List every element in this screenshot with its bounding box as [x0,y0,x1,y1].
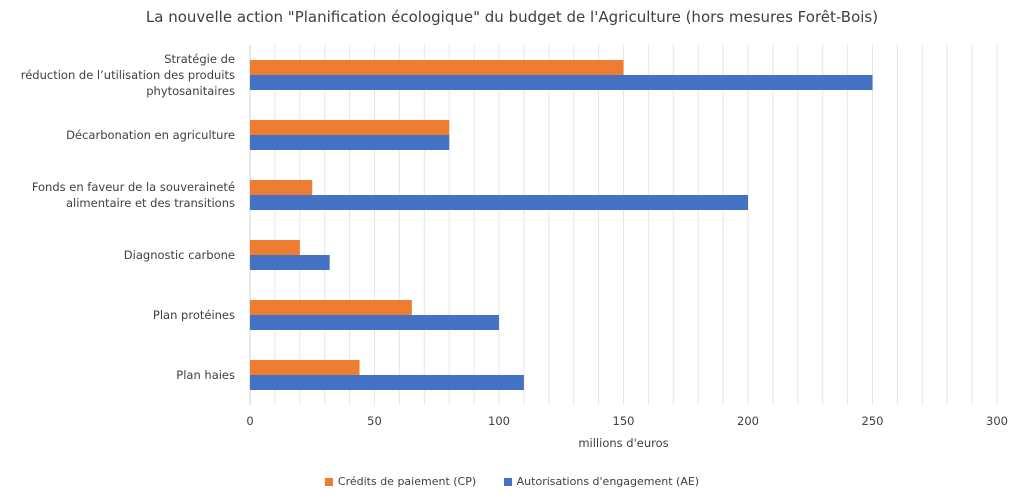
category-label: réduction de l’utilisation des produits [21,68,235,82]
category-label: Fonds en faveur de la souveraineté [32,180,235,194]
x-tick-label: 300 [986,414,1008,428]
bar-cp [250,240,300,255]
category-label: Décarbonation en agriculture [66,128,235,142]
x-tick-label: 100 [488,414,510,428]
bar-ae [250,375,524,390]
bar-ae [250,75,873,90]
x-tick-label: 150 [613,414,635,428]
x-tick-label: 200 [737,414,759,428]
category-label: Plan protéines [153,308,235,322]
category-label: Stratégie de [164,52,235,66]
bar-ae [250,195,748,210]
category-label: alimentaire et des transitions [66,196,235,210]
bar-cp [250,120,450,135]
x-tick-label: 0 [246,414,253,428]
legend-label-ae: Autorisations d'engagement (AE) [516,475,700,488]
category-label: phytosanitaires [146,84,235,98]
category-label: Diagnostic carbone [124,248,235,262]
legend-item-cp: Crédits de paiement (CP) [324,475,477,488]
x-axis-title: millions d'euros [578,436,668,450]
category-label: Plan haies [176,368,235,382]
x-tick-label: 250 [862,414,884,428]
legend-swatch-cp [324,477,333,486]
x-tick-label: 50 [367,414,382,428]
bar-cp [250,180,313,195]
chart-title: La nouvelle action "Planification écolog… [145,8,879,26]
bar-cp [250,300,412,315]
legend-item-ae: Autorisations d'engagement (AE) [503,475,700,488]
bar-ae [250,315,499,330]
bar-cp [250,60,624,75]
bar-ae [250,255,330,270]
legend-swatch-ae [503,477,512,486]
legend-label-cp: Crédits de paiement (CP) [337,475,477,488]
bar-cp [250,360,360,375]
bar-ae [250,135,450,150]
legend: Crédits de paiement (CP) Autorisations d… [0,475,1024,489]
